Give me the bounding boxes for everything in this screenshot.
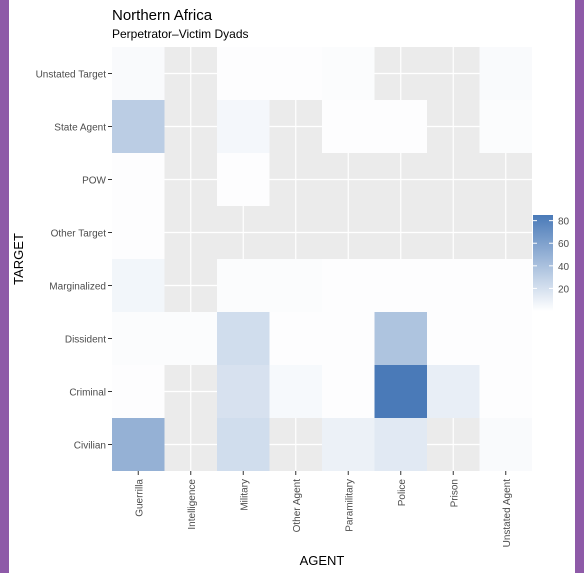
heatmap-cell bbox=[217, 153, 270, 206]
chart-subtitle: Perpetrator–Victim Dyads bbox=[112, 27, 249, 41]
heatmap-cell bbox=[217, 365, 270, 418]
heatmap-cell bbox=[112, 47, 165, 100]
y-axis-label: TARGET bbox=[11, 233, 26, 285]
x-axis-label: AGENT bbox=[300, 553, 345, 568]
heatmap-cell bbox=[112, 206, 165, 259]
y-tick-label: State Agent bbox=[54, 123, 106, 134]
legend-tick-label: 80 bbox=[558, 217, 570, 228]
heatmap-cell bbox=[374, 259, 427, 312]
heatmap-cell bbox=[269, 47, 322, 100]
x-tick-label: Police bbox=[397, 479, 408, 507]
y-tick-label: Marginalized bbox=[49, 282, 106, 293]
heatmap-cell bbox=[479, 365, 532, 418]
heatmap-cell bbox=[427, 259, 480, 312]
y-tick-label: Criminal bbox=[69, 388, 106, 399]
heatmap-cell bbox=[269, 365, 322, 418]
heatmap-cell bbox=[322, 259, 375, 312]
x-tick-label: Paramilitary bbox=[344, 479, 355, 532]
heatmap-cell bbox=[217, 100, 270, 153]
legend-colorbar bbox=[533, 215, 553, 311]
x-axis: Guerrilla Intelligence Military Other Agent… bbox=[134, 471, 513, 547]
heatmap-cell bbox=[374, 418, 427, 471]
y-tick-label: Other Target bbox=[51, 229, 107, 240]
heatmap-cell bbox=[322, 47, 375, 100]
y-tick-label: POW bbox=[82, 176, 106, 187]
heatmap-cell bbox=[322, 418, 375, 471]
heatmap-cell bbox=[112, 259, 165, 312]
heatmap-cell bbox=[217, 47, 270, 100]
heatmap-cell bbox=[269, 259, 322, 312]
heatmap-cell bbox=[479, 259, 532, 312]
heatmap-cell bbox=[112, 312, 165, 365]
heatmap-cell bbox=[374, 312, 427, 365]
heatmap-cell bbox=[112, 365, 165, 418]
heatmap-cell bbox=[269, 312, 322, 365]
heatmap-cell bbox=[374, 365, 427, 418]
heatmap-cell bbox=[427, 312, 480, 365]
heatmap-cell bbox=[322, 312, 375, 365]
x-tick-label: Guerrilla bbox=[134, 479, 145, 517]
y-tick-label: Unstated Target bbox=[36, 70, 107, 81]
chart-frame: Northern Africa Perpetrator–Victim Dyads… bbox=[9, 0, 575, 573]
heatmap-cells bbox=[112, 47, 532, 471]
legend-tick-label: 40 bbox=[558, 262, 570, 273]
x-tick-label: Unstated Agent bbox=[502, 479, 513, 548]
heatmap-chart: Northern Africa Perpetrator–Victim Dyads… bbox=[11, 7, 570, 568]
heatmap-cell bbox=[112, 418, 165, 471]
heatmap-cell bbox=[112, 153, 165, 206]
heatmap-cell bbox=[322, 100, 375, 153]
x-tick-label: Intelligence bbox=[187, 479, 198, 530]
y-tick-label: Civilian bbox=[74, 441, 106, 452]
chart-title: Northern Africa bbox=[112, 7, 213, 24]
heatmap-cell bbox=[479, 312, 532, 365]
y-axis: Civilian Criminal Dissident Marginalized Oth… bbox=[36, 70, 112, 452]
heatmap-cell bbox=[479, 47, 532, 100]
x-tick-label: Military bbox=[239, 479, 250, 511]
heatmap-cell bbox=[217, 418, 270, 471]
x-tick-label: Other Agent bbox=[292, 479, 303, 533]
legend-tick-label: 20 bbox=[558, 284, 570, 295]
heatmap-cell bbox=[164, 312, 217, 365]
color-legend: 80 60 40 20 bbox=[533, 215, 570, 311]
heatmap-cell bbox=[217, 312, 270, 365]
heatmap-cell bbox=[479, 418, 532, 471]
x-tick-label: Prison bbox=[449, 479, 460, 507]
heatmap-cell bbox=[374, 100, 427, 153]
heatmap-cell bbox=[217, 259, 270, 312]
heatmap-cell bbox=[112, 100, 165, 153]
legend-tick-label: 60 bbox=[558, 239, 570, 250]
heatmap-cell bbox=[427, 365, 480, 418]
y-tick-label: Dissident bbox=[65, 335, 106, 346]
legend-ticks: 80 60 40 20 bbox=[533, 217, 570, 295]
heatmap-cell bbox=[322, 365, 375, 418]
heatmap-cell bbox=[479, 100, 532, 153]
